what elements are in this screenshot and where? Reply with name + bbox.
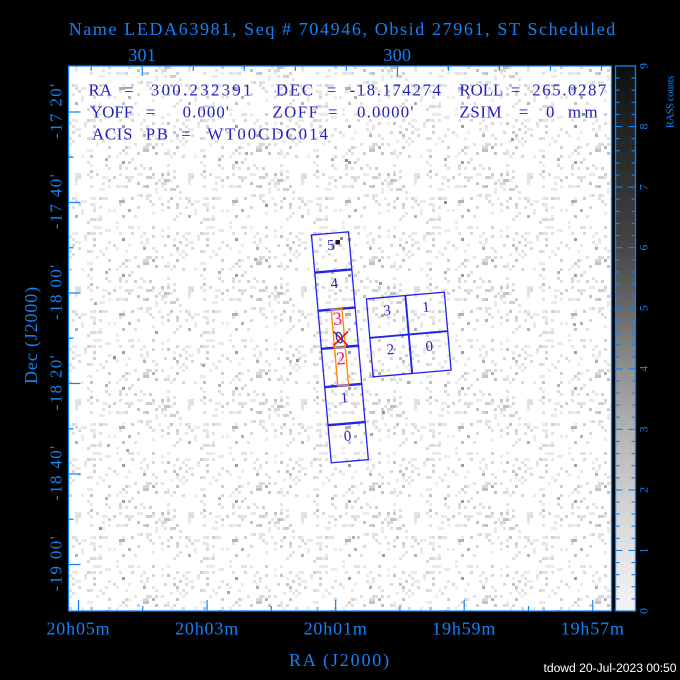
svg-text:YOFF: YOFF xyxy=(90,103,133,122)
svg-text:4: 4 xyxy=(637,366,651,372)
svg-text:=: = xyxy=(519,103,528,122)
svg-text:ZSIM: ZSIM xyxy=(459,103,502,122)
svg-text:=: = xyxy=(328,103,337,122)
svg-text:3: 3 xyxy=(383,303,392,320)
svg-text:RA: RA xyxy=(89,81,112,100)
svg-text:3: 3 xyxy=(332,309,343,330)
svg-text:=: = xyxy=(511,81,520,100)
svg-text:7: 7 xyxy=(637,184,651,190)
svg-text:-17 40': -17 40' xyxy=(47,173,66,229)
svg-text:-18.174274: -18.174274 xyxy=(350,81,443,100)
svg-text:300: 300 xyxy=(383,45,411,65)
svg-text:Name LEDA63981, Seq # 704946,: Name LEDA63981, Seq # 704946, Obsid 2796… xyxy=(69,19,617,39)
svg-text:2: 2 xyxy=(386,342,395,359)
svg-text:PB: PB xyxy=(146,124,170,143)
svg-text:=: = xyxy=(146,103,155,122)
svg-text:-18 00': -18 00' xyxy=(47,263,66,319)
svg-text:-18 20': -18 20' xyxy=(47,354,66,410)
svg-text:0: 0 xyxy=(546,103,554,122)
svg-text:=: = xyxy=(327,81,336,100)
svg-text:1: 1 xyxy=(422,300,431,317)
svg-text:0: 0 xyxy=(343,428,352,445)
svg-text:4: 4 xyxy=(330,276,339,293)
svg-text:-19 00': -19 00' xyxy=(47,535,66,591)
svg-text:3: 3 xyxy=(637,426,651,432)
svg-text:8: 8 xyxy=(637,124,651,130)
svg-text:-18 40': -18 40' xyxy=(47,444,66,500)
svg-text:1: 1 xyxy=(340,390,349,407)
svg-text:2: 2 xyxy=(637,487,651,493)
svg-text:WT00CDC014: WT00CDC014 xyxy=(207,124,330,143)
svg-text:RA (J2000): RA (J2000) xyxy=(289,650,391,671)
svg-text:1: 1 xyxy=(637,547,651,553)
svg-text:=: = xyxy=(181,124,190,143)
svg-text:265.0287: 265.0287 xyxy=(532,81,608,100)
svg-text:301: 301 xyxy=(128,45,156,65)
svg-text:5: 5 xyxy=(327,238,336,255)
svg-text:5: 5 xyxy=(637,305,651,311)
svg-text:2: 2 xyxy=(335,349,346,370)
svg-text:DEC: DEC xyxy=(276,81,315,100)
svg-text:9: 9 xyxy=(637,63,651,69)
svg-text:20h05m: 20h05m xyxy=(46,619,110,639)
svg-text:ROLL: ROLL xyxy=(459,81,503,100)
svg-text:ZOFF: ZOFF xyxy=(272,103,319,122)
svg-text:0.000': 0.000' xyxy=(183,103,230,122)
svg-text:=: = xyxy=(124,81,133,100)
svg-text:0: 0 xyxy=(425,339,434,356)
svg-text:RASS counts: RASS counts xyxy=(666,76,677,128)
svg-text:6: 6 xyxy=(637,245,651,251)
svg-text:0: 0 xyxy=(637,608,651,614)
svg-text:19h59m: 19h59m xyxy=(432,619,496,639)
svg-text:300.232391: 300.232391 xyxy=(151,81,254,100)
svg-text:ACIS: ACIS xyxy=(92,124,133,143)
svg-text:mm: mm xyxy=(568,103,601,122)
svg-text:tdowd 20-Jul-2023 00:50: tdowd 20-Jul-2023 00:50 xyxy=(544,661,677,675)
svg-text:19h57m: 19h57m xyxy=(561,619,625,639)
svg-text:-17 20': -17 20' xyxy=(47,82,66,138)
svg-text:Dec (J2000): Dec (J2000) xyxy=(21,286,42,384)
svg-text:0.0000': 0.0000' xyxy=(357,103,415,122)
svg-text:20h03m: 20h03m xyxy=(175,619,239,639)
svg-text:20h01m: 20h01m xyxy=(304,619,368,639)
